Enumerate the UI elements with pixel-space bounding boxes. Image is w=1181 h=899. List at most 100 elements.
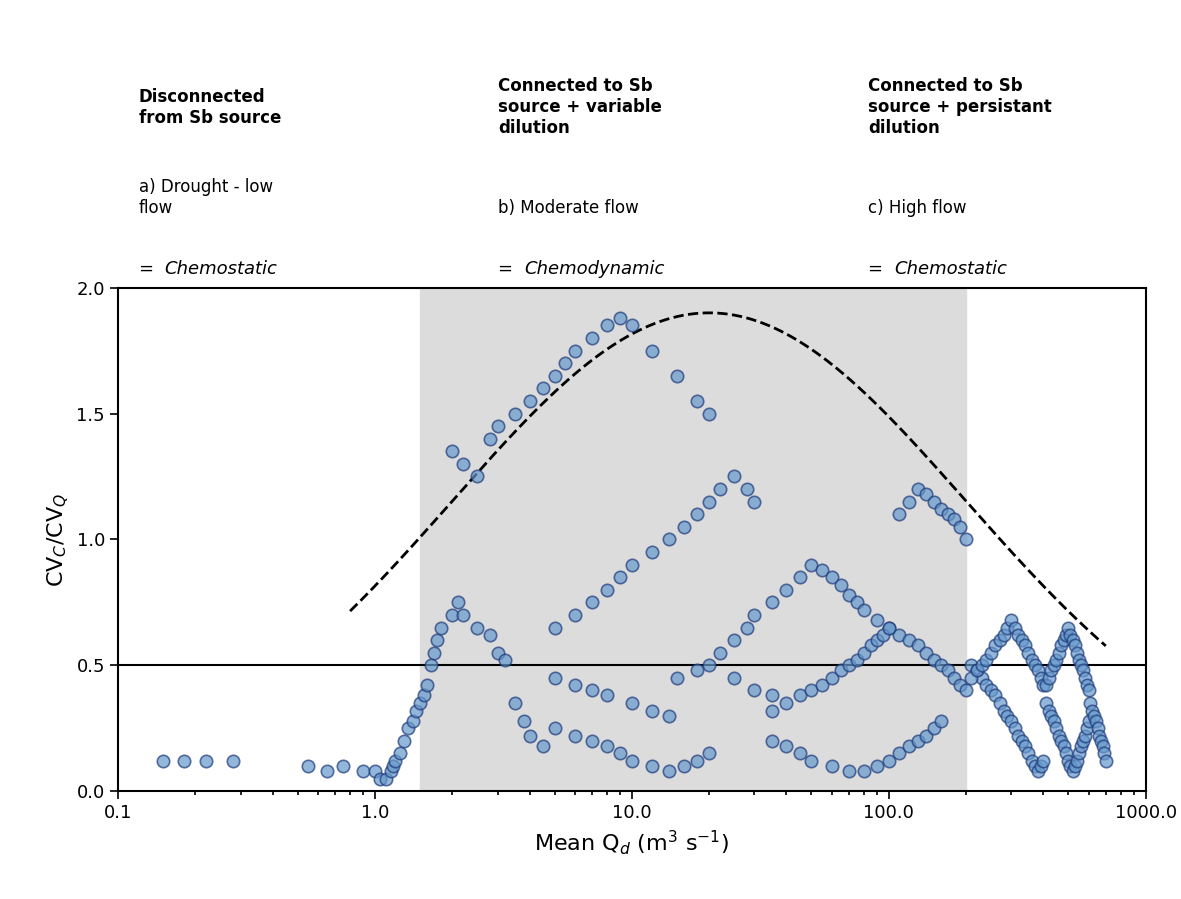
Point xyxy=(386,753,405,768)
Point xyxy=(468,620,487,635)
Point xyxy=(777,583,796,597)
Point xyxy=(154,753,172,768)
Text: Connected to Sb
source + persistant
dilution: Connected to Sb source + persistant dilu… xyxy=(868,77,1052,137)
Point xyxy=(642,545,661,559)
Point xyxy=(737,620,756,635)
Bar xyxy=(420,288,966,791)
Point xyxy=(1033,753,1052,768)
Point xyxy=(1009,628,1027,642)
Point xyxy=(1050,728,1069,743)
Point xyxy=(318,764,337,779)
Point xyxy=(1016,739,1035,753)
Point xyxy=(1039,671,1058,685)
Point xyxy=(1070,653,1089,667)
Point xyxy=(443,608,462,622)
Point xyxy=(622,557,641,572)
Point xyxy=(710,482,729,496)
Point xyxy=(1057,628,1076,642)
Point xyxy=(986,638,1005,653)
Point xyxy=(407,703,426,717)
Point xyxy=(890,628,909,642)
Point xyxy=(642,759,661,773)
Point xyxy=(381,764,400,779)
Point xyxy=(1029,663,1048,678)
Point xyxy=(468,469,487,484)
Point xyxy=(391,746,410,761)
Point xyxy=(879,620,899,635)
Point xyxy=(1087,714,1105,728)
Point xyxy=(622,318,641,333)
Point xyxy=(1044,714,1063,728)
Point xyxy=(1048,721,1066,735)
Point xyxy=(981,645,1000,660)
Text: =: = xyxy=(498,260,518,278)
Point xyxy=(534,381,553,396)
Point xyxy=(642,703,661,717)
Point xyxy=(546,671,565,685)
Point xyxy=(1044,658,1063,672)
Point xyxy=(1061,628,1079,642)
Point xyxy=(622,696,641,710)
Point xyxy=(175,753,194,768)
Point xyxy=(699,406,718,421)
Point xyxy=(957,532,976,547)
Point xyxy=(1094,739,1113,753)
Point xyxy=(840,588,859,602)
Point xyxy=(990,633,1009,647)
Point xyxy=(745,608,764,622)
Point xyxy=(1059,620,1078,635)
Point xyxy=(481,628,500,642)
Point xyxy=(1090,728,1109,743)
Point xyxy=(900,739,919,753)
Point xyxy=(847,653,866,667)
Point xyxy=(598,739,616,753)
Point xyxy=(1037,678,1056,692)
Point xyxy=(556,356,575,370)
Point xyxy=(840,764,859,779)
Point xyxy=(566,728,585,743)
Point xyxy=(1012,734,1031,748)
Point xyxy=(399,721,418,735)
Point xyxy=(900,494,919,509)
Point xyxy=(1052,734,1071,748)
Point xyxy=(908,638,927,653)
Point xyxy=(1063,764,1082,779)
Point xyxy=(762,734,781,748)
Point xyxy=(868,613,887,628)
Point xyxy=(1001,613,1020,628)
Point xyxy=(546,721,565,735)
Point xyxy=(879,620,899,635)
Point xyxy=(998,620,1017,635)
Point xyxy=(840,658,859,672)
Point xyxy=(908,482,927,496)
Point xyxy=(598,583,616,597)
Point xyxy=(1048,653,1066,667)
Point xyxy=(566,343,585,358)
Point xyxy=(1031,759,1050,773)
Point xyxy=(582,734,601,748)
Point xyxy=(425,645,444,660)
Point xyxy=(994,628,1013,642)
Point xyxy=(1029,764,1048,779)
Point xyxy=(1055,739,1074,753)
Point xyxy=(611,746,629,761)
Point xyxy=(582,595,601,610)
Point xyxy=(932,658,951,672)
Point xyxy=(1077,678,1096,692)
Point xyxy=(1079,683,1098,698)
Point xyxy=(582,683,601,698)
Point xyxy=(725,469,744,484)
Point xyxy=(196,753,215,768)
Point xyxy=(546,369,565,383)
Point xyxy=(822,570,841,584)
Point xyxy=(1050,645,1069,660)
Point xyxy=(1068,645,1087,660)
Point xyxy=(813,678,831,692)
Point xyxy=(411,696,430,710)
Point xyxy=(990,696,1009,710)
Point xyxy=(384,759,403,773)
Text: b) Moderate flow: b) Moderate flow xyxy=(498,200,639,218)
Point xyxy=(449,595,468,610)
Point xyxy=(674,520,693,534)
Point xyxy=(900,633,919,647)
